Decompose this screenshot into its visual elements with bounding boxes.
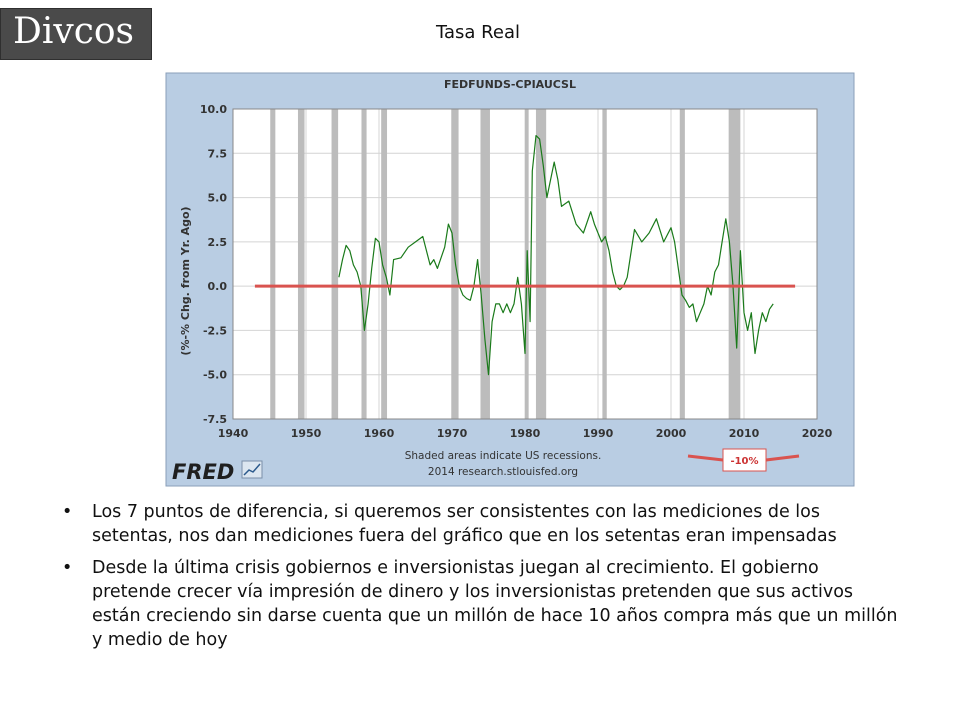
plot-area <box>232 108 818 420</box>
y-axis-label: (%-% Chg. from Yr. Ago) <box>179 206 192 355</box>
annotation-line-left <box>687 454 724 462</box>
brand-logo: Divcos <box>0 8 152 60</box>
annotation-line-right <box>765 454 800 462</box>
y-tick-label: 0.0 <box>208 280 228 293</box>
y-tick-label: 7.5 <box>208 147 228 160</box>
x-tick-label: 1970 <box>437 427 468 440</box>
bullet-item: • Los 7 puntos de diferencia, si queremos… <box>62 500 902 548</box>
bullet-marker: • <box>62 502 73 522</box>
x-tick-label: 2010 <box>729 427 760 440</box>
series-line <box>338 135 774 376</box>
plot-border <box>232 108 818 420</box>
y-tick-label: 2.5 <box>208 236 228 249</box>
fred-logo: FRED <box>172 460 263 484</box>
recession-band <box>270 109 276 419</box>
x-tick-label: 1940 <box>218 427 249 440</box>
recession-band <box>535 109 547 419</box>
annotation-callout: -10% <box>687 448 800 472</box>
recession-band <box>480 109 490 419</box>
x-tick-label: 1950 <box>291 427 322 440</box>
recession-band <box>361 109 367 419</box>
x-tick-label: 1990 <box>583 427 614 440</box>
annotation-box <box>722 448 767 472</box>
y-tick-label: 5.0 <box>208 192 228 205</box>
recession-band <box>679 109 685 419</box>
source-line-1: Shaded areas indicate US recessions. <box>405 450 602 462</box>
y-tick-label: 10.0 <box>200 103 227 116</box>
recession-band <box>381 109 388 419</box>
recession-band <box>297 109 305 419</box>
recession-band <box>331 109 339 419</box>
x-tick-label: 1980 <box>510 427 541 440</box>
chart-title: FEDFUNDS-CPIAUCSL <box>444 78 576 91</box>
x-tick-label: 2000 <box>656 427 687 440</box>
y-tick-label: -2.5 <box>203 324 227 337</box>
bullet-text: Los 7 puntos de diferencia, si queremos … <box>92 502 837 546</box>
bullet-marker: • <box>62 558 73 578</box>
recession-band <box>602 109 607 419</box>
brand-logo-text: Divcos <box>13 11 135 52</box>
bullet-text: Desde la última crisis gobiernos e inver… <box>92 558 898 650</box>
source-line-2: 2014 research.stlouisfed.org <box>428 466 578 478</box>
x-tick-label: 2020 <box>802 427 833 440</box>
x-tick-label: 1960 <box>364 427 395 440</box>
bullet-list: • Los 7 puntos de diferencia, si queremos… <box>62 500 902 660</box>
annotation-label: -10% <box>730 456 758 467</box>
fred-logo-text: FRED <box>172 460 234 484</box>
fred-logo-graph-icon <box>241 460 263 479</box>
y-tick-label: -5.0 <box>203 369 227 382</box>
y-tick-label: -7.5 <box>203 413 227 426</box>
bullet-item: • Desde la última crisis gobiernos e inve… <box>62 556 902 652</box>
recession-band <box>728 109 741 419</box>
fred-logo-graph-line-icon <box>243 463 261 476</box>
slide-title: Tasa Real <box>436 22 520 43</box>
